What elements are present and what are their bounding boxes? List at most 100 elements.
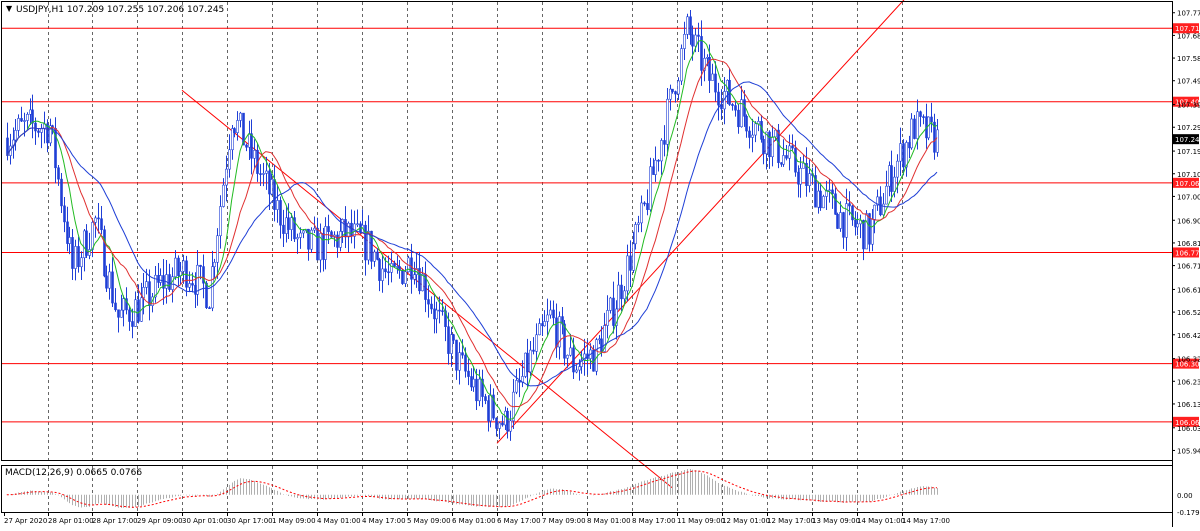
candle-body [825,189,828,197]
y-tick-label: 106.715 [1177,263,1200,271]
candle-body [219,206,222,237]
candle-body [902,143,905,168]
candle-body [427,299,430,305]
candle-body [91,222,94,250]
candle-body [865,213,868,250]
candle-body [700,36,703,71]
macd-y-tick-label: 0.00 [1177,492,1193,500]
x-tick-label: 12 May 01:00 [722,517,770,525]
candle-body [617,284,620,310]
trend-line [496,0,905,444]
candle-body [34,122,37,132]
candle-body [367,230,370,261]
ma-fast-line [6,39,938,420]
candle-body [632,243,635,271]
candle-body [282,224,285,234]
candle-body [310,229,313,250]
candle-body [703,57,706,71]
x-tick-label: 29 Apr 09:00 [137,517,183,525]
candle-body [532,349,535,352]
candle-body [828,189,831,192]
level-price-label: 107.062 [1175,180,1200,188]
candle-body [501,422,504,426]
candle-body [936,129,939,153]
candle-body [370,230,373,262]
candle-body [148,281,151,306]
candle-body [498,422,501,429]
candle-body [393,263,396,267]
candle-body [549,309,552,316]
candle-body [771,136,774,158]
candle-body [569,347,572,356]
candle-body [316,227,319,261]
collapse-arrow-icon[interactable]: ▼ [6,4,13,13]
candle-body [643,202,646,205]
x-tick-label: 4 May 01:00 [317,517,361,525]
candle-body [159,275,162,283]
candle-body [782,155,785,165]
candle-body [606,310,609,326]
candle-body [572,347,575,373]
candle-body [418,268,421,292]
candle-body [566,354,569,359]
trend-line [181,89,673,489]
candle-body [814,175,817,208]
candle-body [654,159,657,175]
candle-body [734,105,737,111]
x-tick-label: 13 May 09:00 [812,517,860,525]
candle-body [555,317,558,348]
candle-body [819,190,822,209]
ma-mid-line [6,58,938,408]
candle-body [100,218,103,231]
candle-body [515,380,518,393]
candle-body [697,34,700,37]
candle-body [543,321,546,327]
candle-body [174,257,177,278]
candle-body [805,162,808,186]
candle-body [720,104,723,110]
candle-body [46,123,49,144]
candle-body [216,235,219,263]
candle-body [890,165,893,192]
y-tick-label: 106.810 [1177,240,1200,248]
candle-body [489,394,492,422]
y-tick-label: 106.230 [1177,378,1200,386]
candle-body [233,128,236,133]
level-price-label: 106.770 [1175,249,1200,257]
trend-lines[interactable] [181,0,942,489]
candle-body [40,128,43,133]
candle-body [378,259,381,281]
candle-body [472,378,475,388]
macd-pane: 0.00 -0.1793 [6,468,1200,517]
candle-body [273,179,276,210]
candle-body [105,275,108,289]
candle-body [341,219,344,232]
candle-body [435,309,438,320]
candle-body [97,217,100,220]
candle-body [808,173,811,186]
candle-body [580,359,583,367]
candle-body [114,302,117,311]
candle-body [694,34,697,47]
candle-body [191,283,194,286]
moving-averages [6,39,938,420]
candle-body [871,219,874,245]
candle-body [17,118,20,131]
symbol-info: USDJPY,H1 107.209 107.255 107.206 107.24… [16,5,224,15]
candle-body [649,166,652,210]
candle-body [287,217,290,230]
level-price-tag [1173,416,1199,427]
price-scale[interactable]: 107.775 107.680 107.585 107.490 107.390 107.2… [1172,10,1200,456]
candle-body [20,118,23,122]
candle-body [740,99,743,128]
candle-body [737,109,740,128]
candle-body [179,271,182,276]
candle-body [319,233,322,261]
candle-body [80,257,83,268]
candle-body [307,228,310,250]
candle-body [373,251,376,262]
candle-body [37,130,40,133]
